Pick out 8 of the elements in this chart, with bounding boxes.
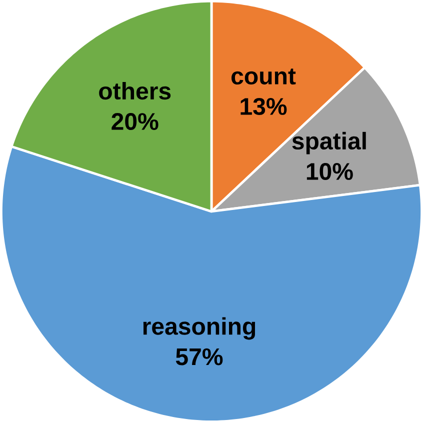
slice-label: reasoning (143, 317, 256, 340)
data-label: 20% (112, 113, 158, 130)
data-label: 10% (306, 163, 353, 180)
data-label: 57% (176, 348, 223, 366)
slice-label: others (99, 82, 171, 100)
slice-label: count (232, 68, 296, 85)
slice-label: spatial (292, 132, 366, 154)
data-label: 13% (240, 98, 287, 116)
